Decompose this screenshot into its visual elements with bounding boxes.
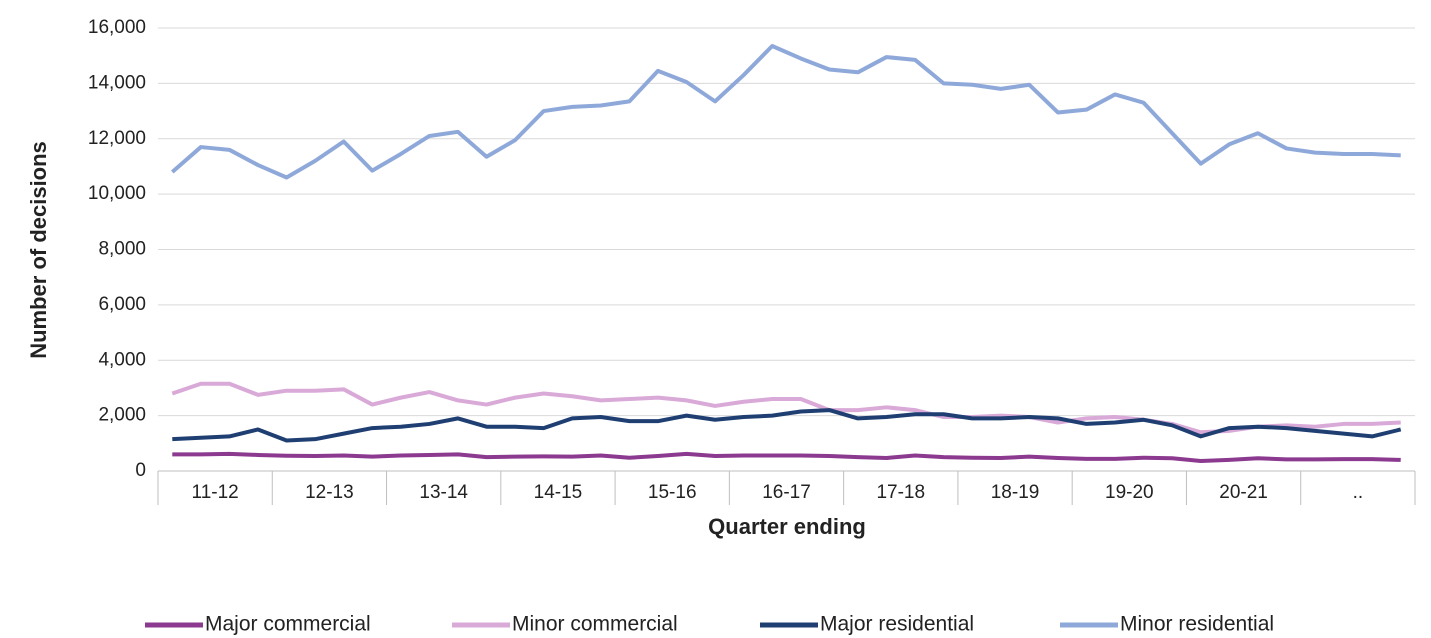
legend-label: Major commercial xyxy=(205,613,371,636)
x-tick-label: 16-17 xyxy=(762,482,811,503)
series-line xyxy=(172,408,1402,443)
y-tick-label: 12,000 xyxy=(88,128,146,149)
y-tick-label: 10,000 xyxy=(88,183,146,204)
y-tick-label: 16,000 xyxy=(88,17,146,38)
y-tick-label: 6,000 xyxy=(98,294,146,315)
legend-label: Minor commercial xyxy=(512,613,678,636)
y-tick-label: 4,000 xyxy=(98,349,146,370)
y-tick-label: 8,000 xyxy=(98,239,146,260)
x-tick-label: 20-21 xyxy=(1219,482,1268,503)
x-tick-label: .. xyxy=(1353,482,1364,503)
x-axis-title: Quarter ending xyxy=(708,514,866,539)
series-line xyxy=(171,381,1401,435)
series-line xyxy=(172,451,1401,464)
y-axis-title: Number of decisions xyxy=(26,141,51,359)
x-tick-label: 11-12 xyxy=(192,482,239,503)
x-tick-label: 13-14 xyxy=(419,482,468,503)
x-tick-label: 17-18 xyxy=(876,482,925,503)
x-tick-label: 15-16 xyxy=(648,482,697,503)
legend-label: Major residential xyxy=(820,613,974,636)
series-line xyxy=(170,43,1401,180)
x-tick-label: 18-19 xyxy=(991,482,1040,503)
y-tick-label: 14,000 xyxy=(88,72,146,93)
y-tick-label: 2,000 xyxy=(98,405,146,426)
y-tick-label: 0 xyxy=(135,460,146,481)
x-tick-label: 12-13 xyxy=(305,482,354,503)
x-tick-label: 19-20 xyxy=(1105,482,1154,503)
legend-label: Minor residential xyxy=(1120,613,1274,636)
x-tick-label: 14-15 xyxy=(534,482,583,503)
